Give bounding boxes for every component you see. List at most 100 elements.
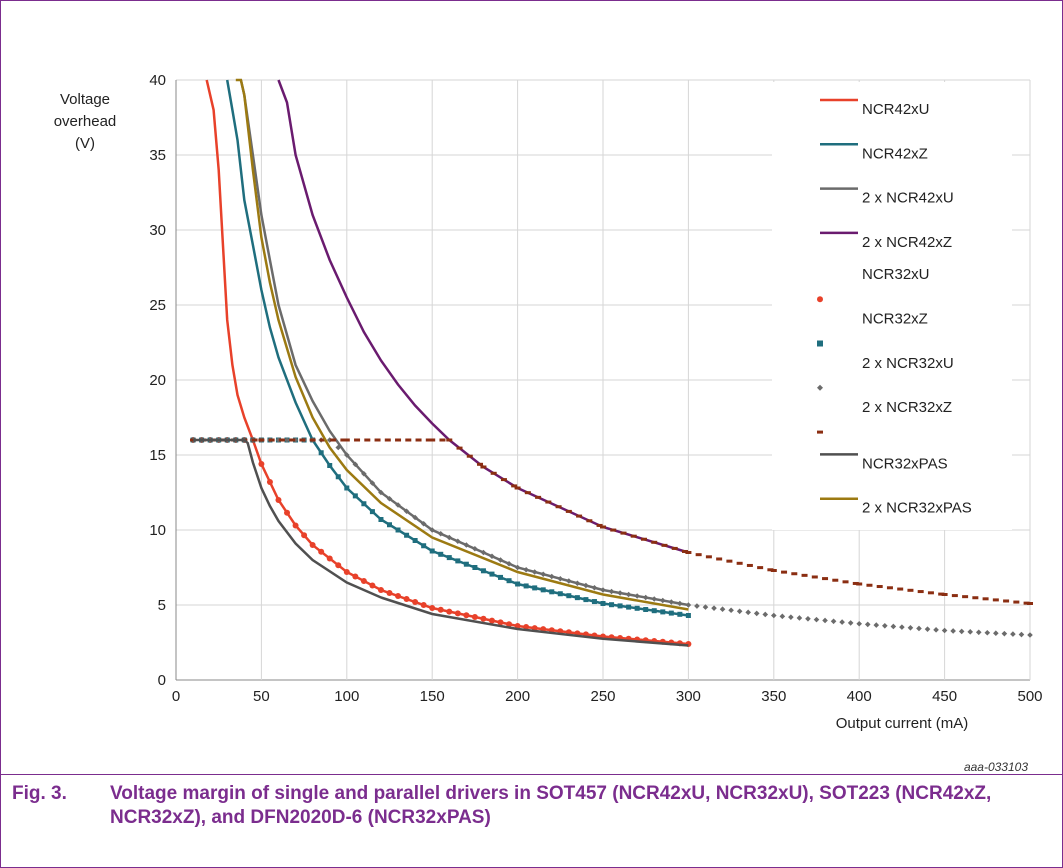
data-point	[565, 509, 572, 513]
data-point	[378, 489, 384, 496]
data-point	[771, 612, 777, 619]
data-point	[642, 594, 649, 601]
data-point	[1018, 631, 1025, 638]
data-point	[506, 578, 512, 584]
data-point	[190, 438, 197, 442]
data-point	[472, 545, 478, 552]
data-point	[377, 587, 384, 593]
data-point	[540, 571, 547, 578]
data-point	[258, 461, 265, 467]
series-2-x-ncr32xu	[190, 437, 1033, 638]
data-point	[651, 540, 658, 544]
data-point	[770, 569, 777, 572]
data-point	[822, 577, 829, 581]
data-point	[583, 582, 589, 589]
data-point	[842, 580, 849, 584]
data-point	[791, 572, 798, 576]
data-point	[425, 438, 432, 442]
x-tick-label: 200	[505, 688, 530, 705]
data-point	[796, 615, 803, 621]
data-point	[1010, 631, 1016, 637]
data-point	[420, 520, 427, 527]
x-tick-label: 100	[334, 688, 359, 705]
caption-text: Voltage margin of single and parallel dr…	[110, 783, 992, 828]
data-point	[374, 438, 381, 442]
data-point	[480, 549, 487, 556]
data-point	[437, 530, 444, 537]
data-point	[352, 461, 359, 468]
data-point	[630, 534, 637, 538]
data-point	[694, 603, 700, 609]
data-point	[574, 595, 580, 601]
data-point	[378, 517, 384, 522]
data-point	[992, 598, 999, 602]
data-point	[890, 623, 897, 630]
data-point	[549, 589, 555, 595]
data-point	[497, 619, 504, 626]
data-point	[1027, 632, 1033, 638]
data-point	[344, 485, 350, 491]
data-point	[446, 534, 453, 541]
data-point	[511, 484, 518, 488]
data-point	[651, 596, 658, 602]
data-point	[677, 611, 683, 617]
data-point	[387, 522, 392, 528]
data-point	[873, 622, 880, 628]
legend-label: NCR32xZ	[862, 311, 928, 328]
data-point	[651, 608, 657, 614]
legend-label: 2 x NCR32xZ	[862, 399, 952, 416]
data-point	[886, 586, 893, 590]
data-point	[352, 573, 359, 580]
figure-caption: Fig. 3. Voltage margin of single and par…	[12, 782, 1042, 830]
data-point	[993, 630, 999, 636]
data-point	[369, 582, 376, 589]
y-tick-label: 40	[149, 72, 166, 89]
caption-number: Fig. 3.	[12, 783, 67, 804]
data-point	[933, 627, 939, 633]
data-point	[634, 593, 640, 599]
data-point	[1013, 600, 1020, 604]
data-point	[506, 560, 512, 567]
data-point	[429, 438, 436, 442]
series-2-x-ncr42xu	[239, 79, 689, 607]
data-point	[429, 548, 435, 554]
data-point	[728, 607, 734, 614]
data-point	[500, 478, 507, 482]
data-point	[309, 542, 316, 548]
data-point	[489, 571, 495, 577]
data-point	[506, 621, 513, 628]
data-point	[1003, 599, 1010, 603]
data-point	[659, 597, 666, 604]
x-tick-label: 400	[847, 688, 872, 705]
y-axis-label: Voltage overhead (V)	[54, 91, 117, 152]
data-point	[463, 542, 470, 548]
data-point	[779, 613, 786, 620]
data-point	[830, 618, 837, 625]
data-point	[917, 590, 924, 594]
y-tick-label: 20	[149, 372, 166, 389]
data-point	[746, 563, 753, 567]
data-point	[284, 509, 291, 516]
data-point	[916, 625, 922, 632]
x-axis-label: Output current (mA)	[836, 715, 969, 732]
data-point	[523, 583, 529, 589]
data-point	[266, 479, 273, 485]
data-point	[497, 557, 504, 563]
data-point	[882, 622, 888, 629]
chart-legend: NCR42xU NCR42xZ 2 x NCR42xU 2 x NCR42xZ NCR3…	[772, 82, 1012, 530]
data-point	[668, 610, 674, 616]
data-point	[258, 438, 265, 442]
data-point	[480, 465, 487, 469]
data-point	[343, 569, 350, 575]
series-line	[239, 79, 689, 607]
data-point	[626, 604, 632, 610]
data-point	[318, 450, 324, 456]
data-point	[801, 573, 808, 577]
data-point	[309, 438, 316, 442]
data-point	[386, 590, 393, 596]
legend-swatch	[817, 384, 823, 391]
data-point	[847, 620, 854, 626]
data-point	[532, 585, 538, 591]
data-point	[625, 591, 632, 598]
